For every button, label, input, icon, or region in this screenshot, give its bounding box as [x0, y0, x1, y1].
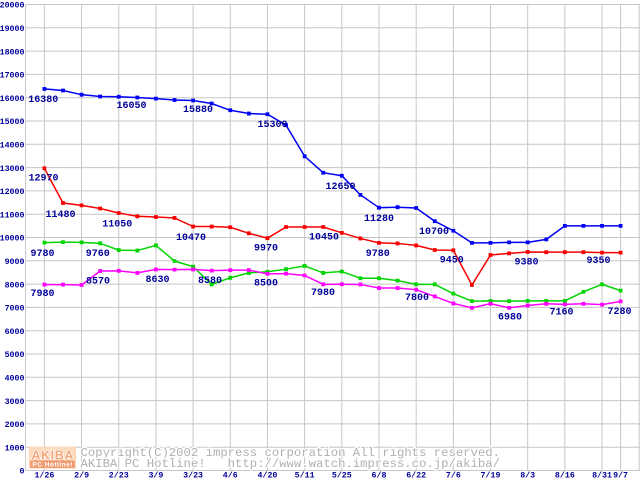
svg-text:6/22: 6/22 — [406, 471, 426, 480]
svg-text:5000: 5000 — [5, 351, 25, 360]
svg-text:15000: 15000 — [0, 118, 25, 127]
svg-text:11000: 11000 — [0, 211, 25, 220]
svg-text:6980: 6980 — [498, 313, 522, 324]
svg-text:7/19: 7/19 — [481, 471, 501, 480]
svg-text:11050: 11050 — [102, 220, 132, 231]
svg-text:12000: 12000 — [0, 188, 25, 197]
svg-text:8000: 8000 — [5, 281, 25, 290]
svg-text:9760: 9760 — [86, 249, 110, 260]
svg-text:9000: 9000 — [5, 258, 25, 267]
svg-text:PC Hotline!: PC Hotline! — [32, 462, 72, 469]
svg-text:12970: 12970 — [28, 174, 58, 185]
svg-text:16050: 16050 — [116, 101, 146, 112]
svg-text:8/16: 8/16 — [555, 471, 575, 480]
svg-text:Copyright(C)2002 impress corpo: Copyright(C)2002 impress corporation All… — [81, 446, 501, 460]
svg-text:10700: 10700 — [419, 227, 449, 238]
svg-text:8/31: 8/31 — [592, 471, 612, 480]
svg-text:10000: 10000 — [0, 235, 25, 244]
svg-text:1/26: 1/26 — [34, 471, 54, 480]
svg-text:3/9: 3/9 — [148, 471, 163, 480]
svg-text:0: 0 — [20, 468, 25, 477]
svg-text:9350: 9350 — [586, 256, 610, 267]
svg-text:10450: 10450 — [309, 233, 339, 244]
svg-text:AKIBA PC Hotline! http://www: AKIBA PC Hotline! http://www.watch.impre… — [81, 457, 501, 471]
svg-text:7980: 7980 — [30, 289, 54, 300]
svg-text:7280: 7280 — [607, 307, 631, 318]
svg-text:16000: 16000 — [0, 95, 25, 104]
svg-text:9970: 9970 — [254, 244, 278, 255]
svg-text:2/23: 2/23 — [109, 471, 129, 480]
svg-text:9380: 9380 — [514, 258, 538, 269]
svg-text:18000: 18000 — [0, 48, 25, 57]
svg-text:7000: 7000 — [5, 305, 25, 314]
svg-text:4/20: 4/20 — [257, 471, 277, 480]
svg-text:13000: 13000 — [0, 165, 25, 174]
svg-text:4000: 4000 — [5, 375, 25, 384]
svg-text:7980: 7980 — [311, 288, 335, 299]
svg-text:15300: 15300 — [257, 120, 287, 131]
svg-text:17000: 17000 — [0, 72, 25, 81]
svg-text:11480: 11480 — [45, 210, 75, 221]
svg-text:7160: 7160 — [549, 308, 573, 319]
svg-text:19000: 19000 — [0, 25, 25, 34]
svg-text:12650: 12650 — [325, 182, 355, 193]
svg-text:3/23: 3/23 — [183, 471, 203, 480]
svg-text:20000: 20000 — [0, 2, 25, 11]
svg-text:9780: 9780 — [30, 249, 54, 260]
svg-text:5/11: 5/11 — [295, 471, 315, 480]
svg-text:8570: 8570 — [86, 277, 110, 288]
svg-text:3000: 3000 — [5, 398, 25, 407]
svg-text:15880: 15880 — [183, 105, 213, 116]
svg-text:10470: 10470 — [176, 233, 206, 244]
svg-text:16380: 16380 — [28, 95, 58, 106]
svg-text:14000: 14000 — [0, 142, 25, 151]
svg-text:11280: 11280 — [364, 214, 394, 225]
svg-text:9780: 9780 — [366, 249, 390, 260]
svg-text:5/25: 5/25 — [332, 471, 352, 480]
svg-text:8500: 8500 — [254, 279, 278, 290]
svg-text:1000: 1000 — [5, 444, 25, 453]
svg-text:6000: 6000 — [5, 328, 25, 337]
svg-text:9450: 9450 — [440, 256, 464, 267]
svg-text:6/8: 6/8 — [372, 471, 387, 480]
svg-text:8/3: 8/3 — [520, 471, 535, 480]
svg-text:2000: 2000 — [5, 421, 25, 430]
svg-text:8580: 8580 — [198, 276, 222, 287]
svg-text:4/6: 4/6 — [223, 471, 238, 480]
svg-text:8630: 8630 — [145, 275, 169, 286]
svg-text:2/9: 2/9 — [74, 471, 89, 480]
svg-text:9/7: 9/7 — [613, 471, 628, 480]
svg-text:7/6: 7/6 — [446, 471, 461, 480]
svg-text:7800: 7800 — [405, 293, 429, 304]
svg-text:AKIBA: AKIBA — [31, 449, 73, 463]
